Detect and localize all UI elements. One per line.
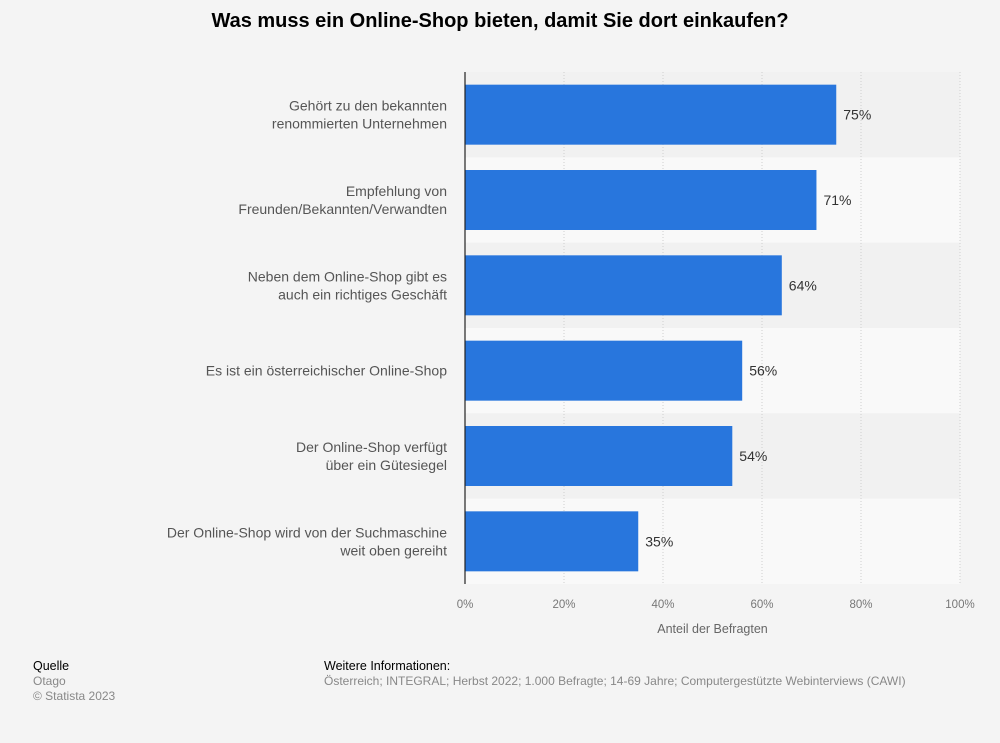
x-tick-label: 100% — [945, 599, 974, 611]
category-label: Gehört zu den bekannten renommierten Unte… — [272, 98, 447, 132]
info-heading: Weitere Informationen: — [324, 659, 451, 673]
category-label: Der Online-Shop wird von der Suchmaschin… — [167, 524, 447, 558]
x-tick-label: 40% — [651, 599, 674, 611]
bar-value-label: 35% — [645, 533, 673, 549]
copyright: © Statista 2023 — [33, 689, 116, 703]
category-label: Es ist ein österreichischer Online-Shop — [206, 363, 447, 379]
source-name: Otago — [33, 674, 66, 688]
chart-title: Was muss ein Online-Shop bieten, damit S… — [211, 10, 789, 32]
info-block: Weitere Informationen: Österreich; INTEG… — [324, 659, 906, 689]
gridlines — [563, 72, 961, 584]
labels: 0% 20% 40% 60% 80% 100% 75% Gehört zu den bekan… — [167, 98, 975, 611]
x-tick-label: 20% — [552, 599, 575, 611]
x-tick-label: 60% — [750, 599, 773, 611]
bar-value-label: 64% — [789, 277, 817, 293]
bars — [465, 84, 837, 572]
bar — [465, 340, 743, 401]
bar — [465, 511, 639, 572]
category-label: Der Online-Shop verfügt über ein Gütesieg… — [296, 439, 447, 473]
x-tick-label: 80% — [849, 599, 872, 611]
x-tick-label: 0% — [457, 599, 474, 611]
source-heading: Quelle — [33, 659, 70, 673]
category-label: Neben dem Online-Shop gibt es auch ein ri… — [248, 268, 447, 302]
bar — [465, 84, 837, 145]
bar — [465, 426, 733, 486]
bar-value-label: 56% — [749, 363, 777, 379]
bar-chart: 0% 20% 40% 60% 80% 100% 75% Gehört zu den bekan… — [167, 72, 975, 636]
bar-value-label: 54% — [739, 448, 767, 464]
bar-value-label: 71% — [823, 192, 851, 208]
x-axis-title: Anteil der Befragten — [657, 622, 768, 636]
bar — [465, 170, 817, 230]
source-block: Quelle Otago © Statista 2023 — [33, 659, 115, 704]
category-label: Empfehlung von Freunden/Bekannten/Verwand… — [238, 183, 447, 217]
row-bands — [465, 72, 960, 584]
bar — [465, 255, 782, 316]
bar-value-label: 75% — [843, 107, 871, 123]
info-text: Österreich; INTEGRAL; Herbst 2022; 1.000… — [324, 674, 906, 688]
